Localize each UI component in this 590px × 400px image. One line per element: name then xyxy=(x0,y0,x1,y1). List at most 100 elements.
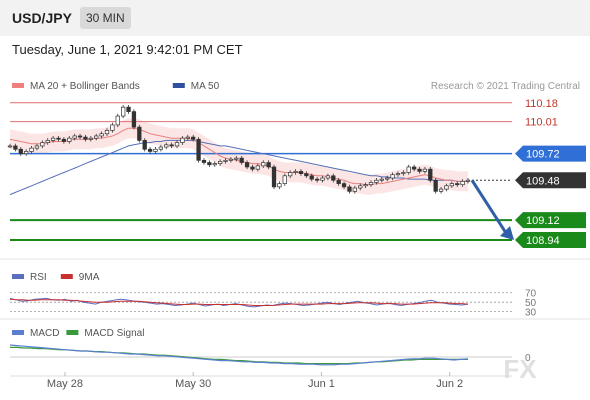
candle xyxy=(110,124,115,131)
candle xyxy=(34,145,40,149)
forecast-arrow xyxy=(470,179,510,237)
resistance-label: 110.18 xyxy=(525,98,558,110)
candle xyxy=(94,135,99,139)
candle xyxy=(40,142,45,147)
rsi-legend-label-0: RSI xyxy=(30,272,47,283)
x-tick-label: May 28 xyxy=(47,378,83,390)
candle xyxy=(277,183,282,188)
candle xyxy=(158,146,164,150)
candle xyxy=(201,159,207,163)
macd-legend-label-0: MACD xyxy=(30,328,59,339)
bollinger-band xyxy=(10,118,468,195)
candle xyxy=(126,106,131,112)
candle xyxy=(411,166,417,170)
candle xyxy=(358,185,363,189)
timeframe-badge[interactable]: 30 MIN xyxy=(80,7,131,29)
candle xyxy=(460,181,465,186)
candle xyxy=(104,130,110,135)
candle xyxy=(293,171,298,173)
candle xyxy=(180,137,185,143)
price-legend-swatch-0 xyxy=(12,83,24,88)
candle xyxy=(379,178,384,181)
candle xyxy=(72,135,77,139)
candle xyxy=(99,133,104,137)
candle xyxy=(115,115,120,126)
chart-timestamp: Tuesday, June 1, 2021 9:42:01 PM CET xyxy=(12,42,243,57)
candle xyxy=(347,186,352,192)
candle xyxy=(444,185,449,190)
candle xyxy=(239,157,244,163)
candle xyxy=(406,166,411,173)
candle xyxy=(320,177,325,181)
candle xyxy=(331,175,336,181)
candle xyxy=(385,177,390,180)
candle xyxy=(422,168,428,172)
price-legend-label-0: MA 20 + Bollinger Bands xyxy=(30,81,140,92)
rsi-ma9-line xyxy=(9,298,469,306)
candle xyxy=(288,172,293,177)
candle xyxy=(341,183,347,188)
pivot-label: 109.72 xyxy=(526,149,560,161)
candle xyxy=(298,171,304,174)
watermark: FX xyxy=(503,354,537,384)
resistance-label: 110.01 xyxy=(525,117,558,129)
rsi-legend-swatch-1 xyxy=(60,274,73,279)
x-tick-label: May 30 xyxy=(175,378,211,390)
research-credit: Research © 2021 Trading Central xyxy=(431,81,580,92)
candle xyxy=(368,182,374,186)
candle xyxy=(217,161,223,164)
candle xyxy=(395,173,401,176)
candle xyxy=(390,174,395,179)
candle xyxy=(401,172,406,174)
candle xyxy=(374,179,379,183)
rsi-legend-swatch-0 xyxy=(12,274,24,279)
candle xyxy=(223,159,228,162)
candle xyxy=(18,148,23,155)
candle xyxy=(363,184,368,187)
candle xyxy=(465,179,471,182)
candle xyxy=(228,158,234,161)
chart-header: USD/JPY 30 MIN xyxy=(0,0,590,36)
candle xyxy=(196,138,201,161)
support-label: 109.12 xyxy=(526,215,560,227)
x-tick-label: Jun 2 xyxy=(436,378,463,390)
rsi-level-label: 30 xyxy=(525,308,537,319)
candle xyxy=(61,138,67,142)
candle xyxy=(309,175,314,180)
candle xyxy=(282,175,287,184)
candle xyxy=(147,148,153,152)
candle xyxy=(77,135,83,138)
candle xyxy=(45,140,50,143)
macd-zero-label: 0 xyxy=(525,353,531,364)
rsi-level-label: 70 xyxy=(525,289,537,300)
candle xyxy=(50,137,56,141)
candle xyxy=(88,137,93,140)
candle xyxy=(438,188,444,192)
price-legend-swatch-1 xyxy=(172,83,185,88)
candle xyxy=(455,183,460,186)
candle xyxy=(433,179,438,192)
candle xyxy=(185,136,190,139)
support-tag xyxy=(515,212,586,229)
x-tick-label: Jun 1 xyxy=(308,378,335,390)
price-legend-label-1: MA 50 xyxy=(191,81,220,92)
candle xyxy=(207,162,212,166)
candle xyxy=(250,166,255,170)
candle xyxy=(13,145,18,150)
candle xyxy=(56,137,61,140)
candle xyxy=(314,178,320,181)
candle xyxy=(304,173,309,177)
candle xyxy=(153,148,158,152)
candle xyxy=(29,147,34,152)
candle xyxy=(271,166,277,188)
rsi-line xyxy=(9,297,469,308)
candle xyxy=(261,162,266,167)
candle xyxy=(428,168,433,181)
candle xyxy=(255,165,261,170)
candle xyxy=(174,142,180,147)
candle xyxy=(449,183,454,187)
macd-legend-swatch-0 xyxy=(12,330,24,335)
candle xyxy=(131,111,137,128)
candle xyxy=(336,179,341,184)
